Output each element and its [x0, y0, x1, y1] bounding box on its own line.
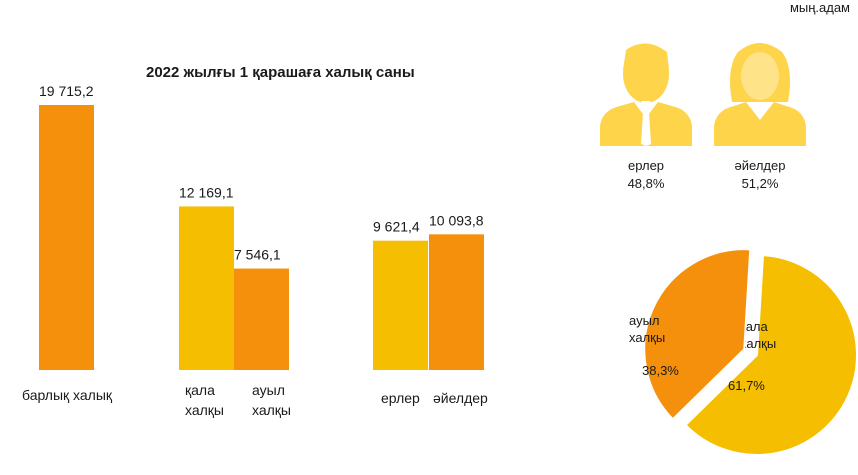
woman-label: әйелдер — [734, 158, 786, 173]
bar-value-label-2: 7 546,1 — [234, 247, 281, 263]
bar-value-label-4: 10 093,8 — [429, 212, 484, 228]
pie-slice-label-1: ауыл халқы — [629, 313, 665, 345]
pie-slice-value-1: 38,3% — [642, 363, 679, 378]
category-label-2: ауыл халқы — [252, 382, 291, 418]
pie-slice-1 — [643, 248, 752, 421]
bar-0 — [39, 105, 94, 370]
bar-3 — [373, 240, 428, 370]
woman-percent: 51,2% — [741, 176, 779, 191]
category-label-3: ерлер — [381, 390, 420, 406]
pie-slice-0 — [684, 254, 858, 456]
man-percent: 48,8% — [627, 176, 665, 191]
bar-value-label-0: 19 715,2 — [39, 83, 94, 99]
chart-title: 2022 жылғы 1 қарашаға халық саны — [146, 64, 415, 81]
pie-slice-label-0: қала халқы — [740, 319, 776, 351]
man-icon — [600, 43, 692, 146]
bar-1 — [179, 206, 234, 370]
bar-value-label-1: 12 169,1 — [179, 184, 234, 200]
bar-2 — [234, 268, 289, 370]
bar-4 — [429, 234, 484, 370]
pie-slice-value-0: 61,7% — [728, 378, 765, 393]
category-label-4: әйелдер — [433, 390, 488, 406]
woman-icon — [714, 43, 806, 146]
category-label-0: барлық халық — [22, 387, 113, 403]
category-label-1: қала халқы — [185, 382, 224, 418]
bar-value-label-3: 9 621,4 — [373, 219, 420, 235]
unit-label: мың.адам — [789, 0, 850, 15]
man-label: ерлер — [627, 158, 665, 173]
